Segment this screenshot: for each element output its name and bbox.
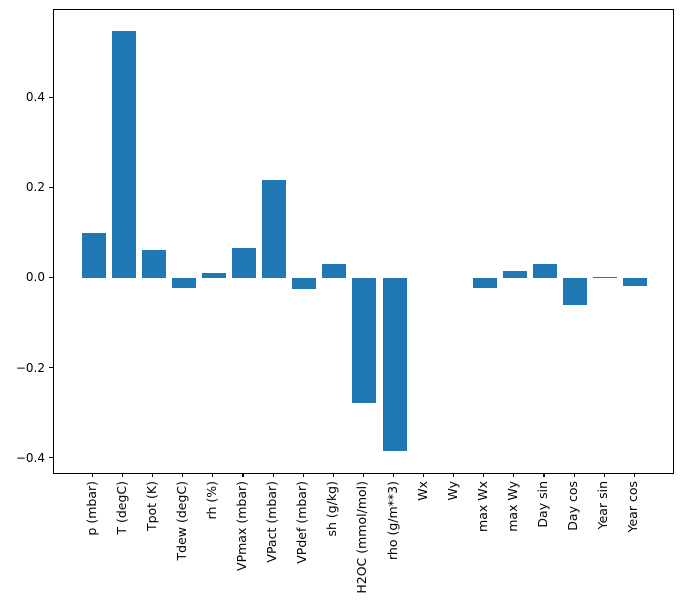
x-tick-label-day-cos: Day cos: [565, 481, 581, 531]
bar-tpot-k: [141, 249, 166, 279]
bar-tdew-degc: [171, 278, 196, 288]
y-tick-label-0-2: 0.2: [25, 180, 45, 195]
bar-vpact-mbar: [262, 179, 287, 279]
bar-sh-g-kg: [322, 263, 347, 279]
x-tick-year-sin: [603, 473, 605, 477]
bar-max-wy: [502, 271, 527, 279]
x-tick-label-day-sin: Day sin: [535, 481, 550, 528]
x-tick-label-p-mbar: p (mbar): [83, 481, 99, 536]
y-tick-label--0-2: −0.2: [15, 360, 45, 375]
bar-year-cos: [623, 278, 648, 287]
x-tick-label-vpdef-mbar: VPdef (mbar): [294, 481, 310, 564]
x-tick-max-wx: [483, 473, 485, 477]
y-tick--0-2: [49, 366, 53, 369]
x-tick-wy: [453, 473, 455, 477]
x-tick-label-sh-g-kg: sh (g/kg): [324, 481, 340, 537]
bar-p-mbar: [81, 233, 106, 279]
x-tick-day-cos: [573, 473, 575, 477]
bar-vpmax-mbar: [232, 247, 256, 279]
x-tick-label-max-wy: max Wy: [504, 481, 520, 532]
x-tick-label-tdew-degc: Tdew (degC): [173, 481, 189, 561]
plot-area: [53, 9, 674, 474]
bar-day-cos: [563, 278, 588, 305]
x-tick-label-h2oc-mmol-mol: H2OC (mmol/mol): [354, 481, 370, 594]
x-tick-tpot-k: [152, 473, 154, 477]
x-tick-t-degc: [122, 473, 124, 477]
y-tick-0: [49, 276, 53, 279]
x-tick-vpact-mbar: [272, 473, 274, 477]
bar-year-sin: [593, 277, 618, 279]
x-tick-year-cos: [633, 473, 635, 477]
x-tick-day-sin: [543, 473, 545, 477]
y-tick-label-0: 0.0: [25, 270, 45, 285]
x-tick-tdew-degc: [182, 473, 184, 477]
x-tick-rh: [212, 473, 214, 477]
x-tick-label-tpot-k: Tpot (K): [143, 481, 159, 532]
y-tick-0-2: [49, 186, 53, 188]
x-tick-sh-g-kg: [332, 473, 334, 477]
bar-t-degc: [111, 30, 136, 279]
bar-vpdef-mbar: [292, 278, 317, 289]
bar-rh: [201, 273, 226, 279]
bar-rho-g-m-3: [382, 278, 407, 452]
x-tick-label-rh: rh (%): [203, 481, 219, 520]
x-tick-rho-g-m-3: [392, 473, 395, 477]
x-tick-p-mbar: [91, 473, 94, 477]
x-tick-vpmax-mbar: [242, 473, 244, 477]
x-tick-label-wx: Wx: [414, 481, 430, 501]
x-tick-label-vpmax-mbar: VPmax (mbar): [234, 481, 249, 571]
x-tick-label-max-wx: max Wx: [474, 481, 490, 532]
y-tick-0-4: [49, 96, 53, 98]
x-tick-label-year-sin: Year sin: [595, 481, 611, 530]
x-tick-label-t-degc: T (degC): [113, 481, 129, 535]
x-tick-label-year-cos: Year cos: [625, 481, 641, 533]
x-tick-h2oc-mmol-mol: [362, 473, 364, 477]
x-tick-label-vpact-mbar: VPact (mbar): [264, 481, 280, 563]
bar-h2oc-mmol-mol: [352, 278, 377, 404]
x-tick-vpdef-mbar: [302, 473, 304, 477]
y-tick--0-4: [49, 456, 53, 459]
y-tick-label-0-4: 0.4: [25, 90, 45, 105]
bar-day-sin: [533, 263, 557, 279]
x-tick-max-wy: [513, 473, 515, 477]
x-tick-label-wy: Wy: [444, 481, 460, 501]
bar-max-wx: [472, 278, 497, 288]
x-tick-label-rho-g-m-3: rho (g/m**3): [384, 481, 400, 560]
y-tick-label--0-4: −0.4: [15, 450, 45, 465]
x-tick-wx: [423, 473, 425, 477]
